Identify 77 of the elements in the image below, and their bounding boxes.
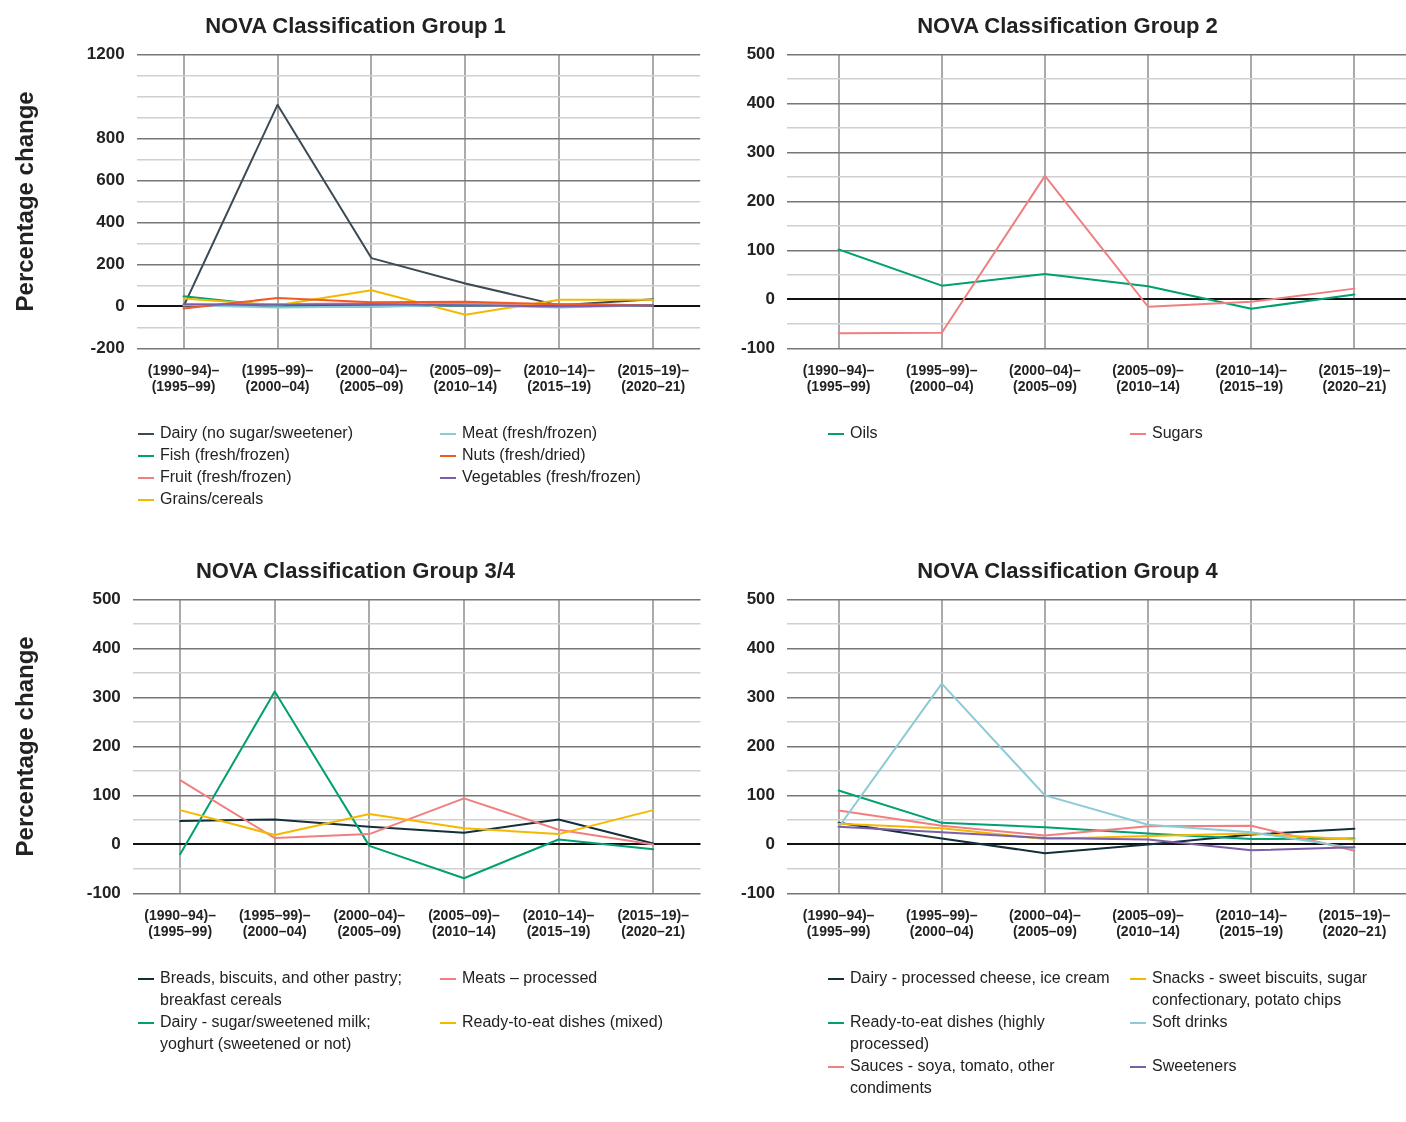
chart-title: NOVA Classification Group 2 <box>917 13 1218 39</box>
chart-title: NOVA Classification Group 1 <box>205 13 506 39</box>
x-tick-label: (2005–09)–(2010–14) <box>1112 906 1185 940</box>
x-tick-label: (2005–09)–(2010–14) <box>428 906 500 940</box>
x-tick-label: (1995–99)–(2000–04) <box>238 906 311 940</box>
y-axis-title: Percentage change <box>11 636 39 857</box>
x-tick-label: (2015–19)–(2020–21) <box>1318 906 1391 940</box>
x-tick-label: (2010–14)–(2015–19) <box>1215 361 1288 395</box>
y-tick-label: -100 <box>740 338 776 358</box>
y-tick-label: 300 <box>746 142 776 162</box>
legend-label: Ready-to-eat dishes (mixed) <box>462 1012 663 1032</box>
legend-label: Oils <box>850 423 878 443</box>
y-tick-label: -100 <box>86 883 121 903</box>
x-tick-label: (2000–04)–(2005–09) <box>335 361 408 395</box>
x-tick-label: (2015–19)–(2020–21) <box>617 361 690 395</box>
y-tick-label: 0 <box>765 289 776 309</box>
x-tick-label: (1990–94)–(1995–99) <box>802 361 875 395</box>
legend-label: Nuts (fresh/dried) <box>462 445 586 465</box>
y-tick-label: 500 <box>92 589 121 609</box>
x-tick-label: (2010–14)–(2015–19) <box>1215 906 1288 940</box>
x-tick-label: (2010–14)–(2015–19) <box>522 906 595 940</box>
x-tick-label: (2015–19)–(2020–21) <box>1318 361 1391 395</box>
y-tick-label: 300 <box>92 687 121 707</box>
x-tick-label: (1995–99)–(2000–04) <box>905 906 978 940</box>
legend-label: Fish (fresh/frozen) <box>160 445 290 465</box>
y-axis-title: Percentage change <box>11 91 39 312</box>
legend-label: Dairy (no sugar/sweetener) <box>160 423 353 443</box>
y-tick-label: 0 <box>765 834 776 854</box>
y-tick-label: 200 <box>96 254 125 274</box>
legend-label: Sauces - soya, tomato, other condiments <box>850 1056 1056 1098</box>
y-tick-label: -200 <box>90 338 125 358</box>
x-tick-label: (1990–94)–(1995–99) <box>802 906 875 940</box>
y-tick-label: 500 <box>746 44 776 64</box>
x-tick-label: (2010–14)–(2015–19) <box>523 361 596 395</box>
y-tick-label: 200 <box>92 736 121 756</box>
y-tick-label: 400 <box>746 93 776 113</box>
x-tick-label: (1995–99)–(2000–04) <box>241 361 314 395</box>
legend-label: Breads, biscuits, and other pastry; breakfast cereals <box>160 968 403 1010</box>
legend-label: Sugars <box>1152 423 1203 443</box>
y-tick-label: 100 <box>746 240 776 260</box>
x-tick-label: (2005–09)–(2010–14) <box>1112 361 1185 395</box>
x-tick-label: (1990–94)–(1995–99) <box>144 906 217 940</box>
y-tick-label: -100 <box>740 883 776 903</box>
legend-label: Meats – processed <box>462 968 598 988</box>
y-tick-label: 300 <box>746 687 776 707</box>
legend-label: Fruit (fresh/frozen) <box>160 467 292 487</box>
y-tick-label: 600 <box>96 170 125 190</box>
chart-title: NOVA Classification Group 3/4 <box>195 558 516 584</box>
legend-label: Snacks - sweet biscuits, sugar confectionary, potato chips <box>1152 968 1369 1010</box>
legend-label: Sweeteners <box>1152 1056 1237 1076</box>
x-tick-label: (1995–99)–(2000–04) <box>905 361 978 395</box>
legend-label: Grains/cereals <box>160 489 264 509</box>
legend-label: Soft drinks <box>1152 1012 1228 1032</box>
legend-label: Meat (fresh/frozen) <box>462 423 598 443</box>
x-tick-label: (2000–04)–(2005–09) <box>1009 906 1081 940</box>
legend-label: Dairy - processed cheese, ice cream <box>850 968 1110 988</box>
y-tick-label: 400 <box>92 638 121 658</box>
x-tick-label: (2005–09)–(2010–14) <box>429 361 502 395</box>
y-tick-label: 800 <box>96 128 125 148</box>
legend-label: Ready-to-eat dishes (highly processed) <box>850 1012 1046 1054</box>
y-tick-label: 100 <box>746 785 776 805</box>
y-tick-label: 200 <box>746 736 776 756</box>
chart-title: NOVA Classification Group 4 <box>917 558 1219 584</box>
x-tick-label: (1990–94)–(1995–99) <box>147 361 220 395</box>
y-tick-label: 0 <box>111 834 121 854</box>
y-tick-label: 400 <box>96 212 125 232</box>
y-tick-label: 1200 <box>86 44 125 64</box>
y-tick-label: 100 <box>92 785 121 805</box>
y-tick-label: 500 <box>746 589 776 609</box>
x-tick-label: (2015–19)–(2020–21) <box>617 906 690 940</box>
y-tick-label: 400 <box>746 638 776 658</box>
x-tick-label: (2000–04)–(2005–09) <box>1009 361 1081 395</box>
x-tick-label: (2000–04)–(2005–09) <box>333 906 406 940</box>
legend-label: Dairy - sugar/sweetened milk; yoghurt (sweetened or not) <box>160 1012 372 1054</box>
y-tick-label: 0 <box>115 296 125 316</box>
legend-label: Vegetables (fresh/frozen) <box>462 467 641 487</box>
y-tick-label: 200 <box>746 191 776 211</box>
